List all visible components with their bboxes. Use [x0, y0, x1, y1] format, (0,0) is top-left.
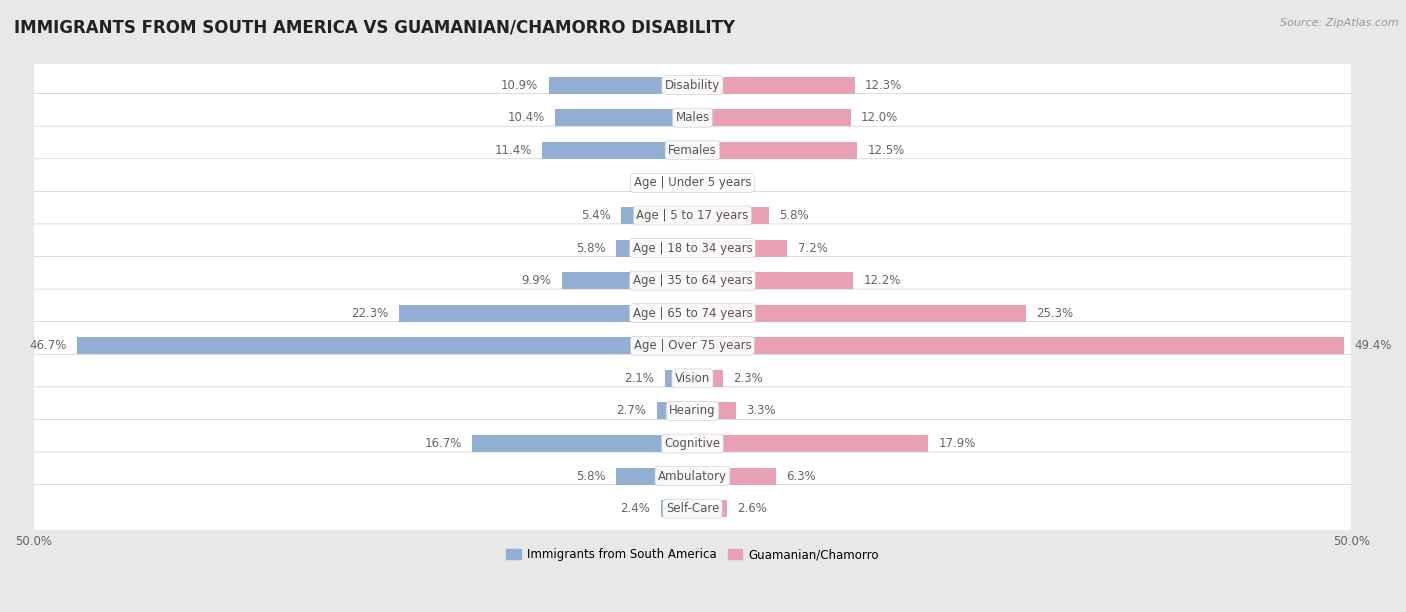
Bar: [693, 76, 855, 94]
Bar: [693, 403, 735, 419]
Text: 49.4%: 49.4%: [1354, 339, 1392, 353]
Bar: [398, 305, 693, 322]
Bar: [555, 110, 693, 126]
Text: 1.2%: 1.2%: [718, 176, 749, 189]
Bar: [548, 76, 693, 94]
Text: Source: ZipAtlas.com: Source: ZipAtlas.com: [1281, 18, 1399, 28]
Text: Cognitive: Cognitive: [665, 437, 720, 450]
Text: Age | 65 to 74 years: Age | 65 to 74 years: [633, 307, 752, 319]
Text: Hearing: Hearing: [669, 405, 716, 417]
Text: Vision: Vision: [675, 372, 710, 385]
Bar: [693, 370, 723, 387]
Bar: [693, 435, 928, 452]
Bar: [693, 207, 769, 224]
FancyBboxPatch shape: [30, 126, 1355, 174]
Text: Age | 5 to 17 years: Age | 5 to 17 years: [637, 209, 748, 222]
FancyBboxPatch shape: [30, 61, 1355, 110]
FancyBboxPatch shape: [30, 322, 1355, 370]
Text: Males: Males: [675, 111, 710, 124]
Text: Ambulatory: Ambulatory: [658, 469, 727, 483]
Bar: [661, 500, 693, 517]
Bar: [693, 174, 709, 192]
Text: Age | Under 5 years: Age | Under 5 years: [634, 176, 751, 189]
FancyBboxPatch shape: [30, 192, 1355, 239]
Text: 2.4%: 2.4%: [620, 502, 651, 515]
Text: Self-Care: Self-Care: [666, 502, 718, 515]
FancyBboxPatch shape: [30, 224, 1355, 272]
Text: Disability: Disability: [665, 78, 720, 92]
FancyBboxPatch shape: [30, 159, 1355, 207]
Text: 5.8%: 5.8%: [779, 209, 808, 222]
Bar: [693, 337, 1344, 354]
Text: 12.3%: 12.3%: [865, 78, 903, 92]
Bar: [693, 110, 851, 126]
Text: 10.4%: 10.4%: [508, 111, 546, 124]
Bar: [657, 403, 693, 419]
FancyBboxPatch shape: [30, 485, 1355, 533]
Text: 10.9%: 10.9%: [501, 78, 538, 92]
Text: Age | 35 to 64 years: Age | 35 to 64 years: [633, 274, 752, 287]
FancyBboxPatch shape: [30, 452, 1355, 500]
Bar: [543, 142, 693, 159]
Text: 12.0%: 12.0%: [860, 111, 898, 124]
Text: Age | 18 to 34 years: Age | 18 to 34 years: [633, 242, 752, 255]
Text: 12.2%: 12.2%: [863, 274, 901, 287]
Legend: Immigrants from South America, Guamanian/Chamorro: Immigrants from South America, Guamanian…: [502, 543, 883, 566]
Bar: [77, 337, 693, 354]
Bar: [616, 239, 693, 256]
FancyBboxPatch shape: [30, 387, 1355, 435]
Text: 22.3%: 22.3%: [350, 307, 388, 319]
Text: 7.2%: 7.2%: [799, 242, 828, 255]
Bar: [693, 305, 1026, 322]
Text: 16.7%: 16.7%: [425, 437, 461, 450]
Text: 12.5%: 12.5%: [868, 144, 905, 157]
Text: 5.8%: 5.8%: [576, 242, 606, 255]
Text: 46.7%: 46.7%: [30, 339, 66, 353]
Bar: [693, 272, 853, 289]
Bar: [693, 239, 787, 256]
Text: 3.3%: 3.3%: [747, 405, 776, 417]
FancyBboxPatch shape: [30, 354, 1355, 403]
Bar: [472, 435, 693, 452]
Bar: [693, 500, 727, 517]
Bar: [693, 468, 776, 485]
FancyBboxPatch shape: [30, 94, 1355, 142]
Text: Females: Females: [668, 144, 717, 157]
FancyBboxPatch shape: [30, 256, 1355, 305]
Bar: [616, 468, 693, 485]
Bar: [665, 370, 693, 387]
Text: 2.6%: 2.6%: [737, 502, 768, 515]
Text: 2.1%: 2.1%: [624, 372, 654, 385]
Text: 2.3%: 2.3%: [734, 372, 763, 385]
Text: 25.3%: 25.3%: [1036, 307, 1074, 319]
Text: 9.9%: 9.9%: [522, 274, 551, 287]
Text: Age | Over 75 years: Age | Over 75 years: [634, 339, 751, 353]
FancyBboxPatch shape: [30, 419, 1355, 468]
Bar: [621, 207, 693, 224]
FancyBboxPatch shape: [30, 289, 1355, 337]
Text: 1.2%: 1.2%: [637, 176, 666, 189]
Bar: [562, 272, 693, 289]
Text: 6.3%: 6.3%: [786, 469, 815, 483]
Bar: [676, 174, 693, 192]
Text: 5.4%: 5.4%: [581, 209, 610, 222]
Bar: [693, 142, 858, 159]
Text: 2.7%: 2.7%: [616, 405, 647, 417]
Text: 17.9%: 17.9%: [939, 437, 976, 450]
Text: 11.4%: 11.4%: [495, 144, 531, 157]
Text: IMMIGRANTS FROM SOUTH AMERICA VS GUAMANIAN/CHAMORRO DISABILITY: IMMIGRANTS FROM SOUTH AMERICA VS GUAMANI…: [14, 18, 735, 36]
Text: 5.8%: 5.8%: [576, 469, 606, 483]
